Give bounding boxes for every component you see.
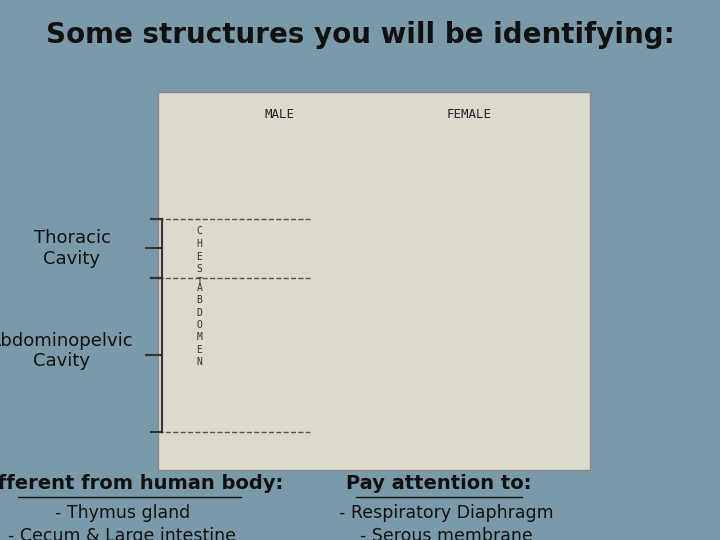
Text: Thoracic
Cavity: Thoracic Cavity — [34, 229, 110, 268]
Text: E: E — [197, 345, 202, 355]
Text: M: M — [197, 333, 202, 342]
Text: A: A — [197, 283, 202, 293]
Bar — [158, 92, 590, 470]
Text: Abdominopelvic
Cavity: Abdominopelvic Cavity — [0, 332, 133, 370]
Text: O: O — [197, 320, 202, 330]
Text: C: C — [197, 226, 202, 235]
Text: Different from human body:: Different from human body: — [0, 474, 284, 493]
Text: S: S — [197, 265, 202, 274]
Text: E: E — [197, 252, 202, 261]
Text: MALE: MALE — [264, 108, 294, 121]
Text: - Serous membrane: - Serous membrane — [360, 527, 533, 540]
Text: Some structures you will be identifying:: Some structures you will be identifying: — [45, 21, 675, 49]
Text: - Cecum & Large intestine: - Cecum & Large intestine — [9, 527, 236, 540]
Text: H: H — [197, 239, 202, 248]
Text: - Respiratory Diaphragm: - Respiratory Diaphragm — [339, 504, 554, 522]
Text: Pay attention to:: Pay attention to: — [346, 474, 532, 493]
Text: T: T — [197, 278, 202, 287]
Text: N: N — [197, 357, 202, 367]
Text: FEMALE: FEMALE — [447, 108, 492, 121]
Text: B: B — [197, 295, 202, 305]
Text: - Thymus gland: - Thymus gland — [55, 504, 190, 522]
Text: D: D — [197, 308, 202, 318]
